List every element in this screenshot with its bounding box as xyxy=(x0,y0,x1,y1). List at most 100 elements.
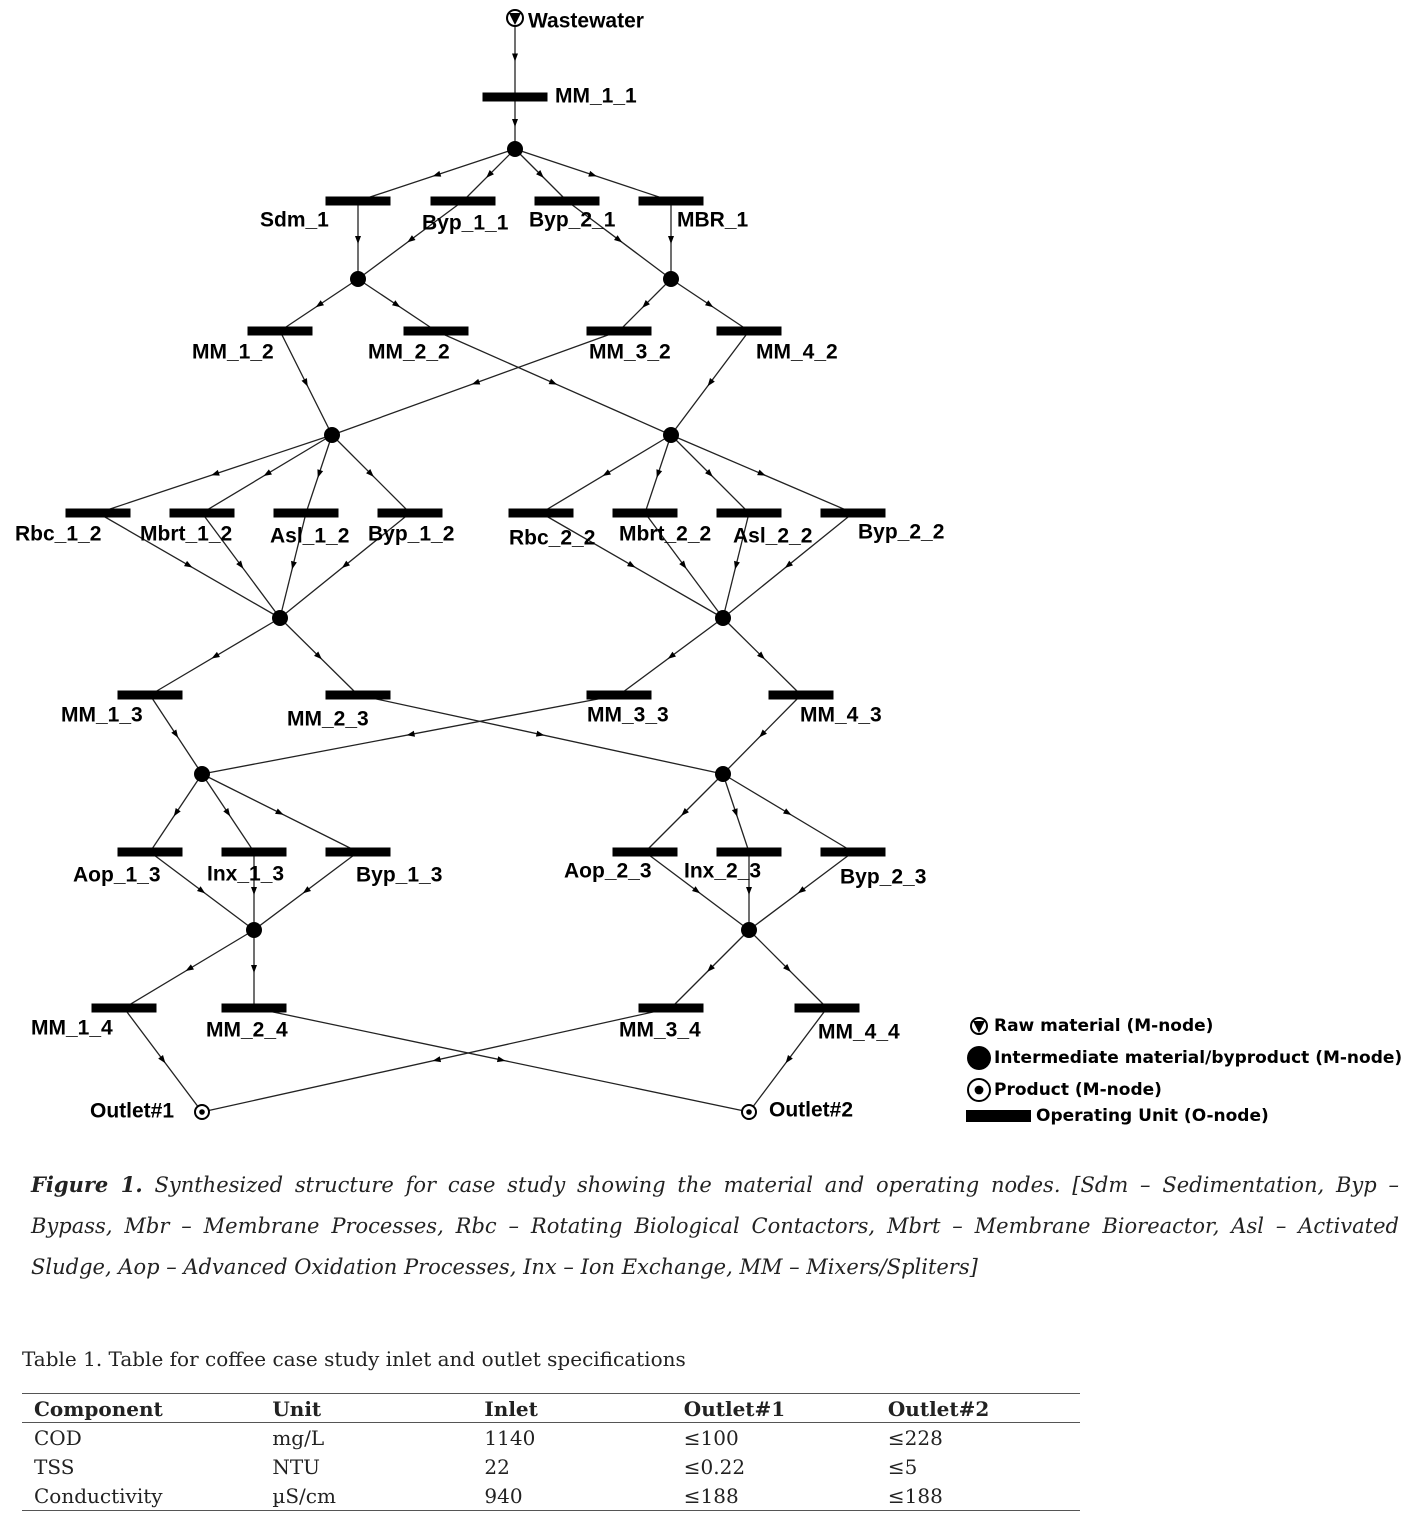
node-label: Mbrt_2_2 xyxy=(619,523,711,546)
arrow xyxy=(291,560,297,570)
arrow xyxy=(705,300,714,308)
node-label: MM_3_4 xyxy=(619,1019,701,1042)
operating-unit xyxy=(768,690,834,700)
arrow xyxy=(315,300,324,308)
arrow xyxy=(668,236,674,244)
arrow xyxy=(746,887,752,895)
arrow xyxy=(211,651,220,659)
node-label: Sdm_1 xyxy=(260,209,329,232)
arrow xyxy=(197,886,206,894)
node-label: MM_1_4 xyxy=(31,1017,113,1040)
node-label: Byp_1_3 xyxy=(356,864,442,887)
table-header-cell: Outlet#2 xyxy=(875,1393,1080,1423)
spec-table: Component Unit Inlet Outlet#1 Outlet#2 COD mg… xyxy=(22,1393,1080,1511)
operating-unit xyxy=(638,1003,704,1013)
table-cell: mg/L xyxy=(272,1425,325,1450)
arrow xyxy=(406,730,415,737)
arrow xyxy=(211,469,220,476)
node-label: MM_1_2 xyxy=(192,341,274,364)
arrow xyxy=(783,808,792,816)
node-label: MM_1_1 xyxy=(555,85,637,108)
node-label: Rbc_2_2 xyxy=(509,527,595,550)
arrow xyxy=(223,808,231,817)
arrow xyxy=(512,53,518,62)
node-label: Mbrt_1_2 xyxy=(140,523,232,546)
operating-unit xyxy=(716,847,782,857)
arrow xyxy=(173,808,181,817)
operating-unit xyxy=(117,847,183,857)
table-header-cell: Unit xyxy=(260,1393,473,1423)
legend-intermediate xyxy=(967,1046,991,1070)
operating-unit xyxy=(820,847,886,857)
caption-text: Synthesized structure for case study sho… xyxy=(31,1173,1399,1279)
arrow xyxy=(667,651,676,659)
arrow xyxy=(366,469,374,477)
arrow xyxy=(432,170,442,177)
node-label: Wastewater xyxy=(528,10,644,33)
table-cell: COD xyxy=(34,1425,82,1450)
arrow xyxy=(707,378,715,387)
operating-unit xyxy=(169,508,235,518)
arrow xyxy=(251,965,257,973)
node-label: Byp_1_1 xyxy=(422,212,509,235)
arrow xyxy=(783,964,791,972)
material-node xyxy=(715,610,731,626)
arrow xyxy=(548,378,558,385)
node-label: MM_2_2 xyxy=(368,341,450,364)
arrow xyxy=(734,560,740,570)
arrow xyxy=(407,235,416,243)
operating-unit xyxy=(247,326,313,336)
arrow xyxy=(679,560,687,569)
node-label: Asl_1_2 xyxy=(270,525,349,548)
product-node-core xyxy=(746,1109,752,1115)
arrow xyxy=(681,808,689,816)
legend-label: Operating Unit (O-node) xyxy=(1036,1106,1269,1126)
arrow xyxy=(251,887,257,895)
operating-unit xyxy=(794,1003,860,1013)
operating-unit xyxy=(325,847,391,857)
material-node xyxy=(663,271,679,287)
operating-unit xyxy=(534,196,600,206)
operating-unit xyxy=(716,326,782,336)
table-header-cell: Component xyxy=(22,1393,261,1423)
table-cell: ≤228 xyxy=(887,1425,943,1450)
node-label: Aop_1_3 xyxy=(73,864,161,887)
arrow xyxy=(263,469,272,477)
material-node xyxy=(324,427,340,443)
node-label: MM_1_3 xyxy=(61,704,143,727)
legend-operating xyxy=(966,1110,1031,1122)
legend-label: Intermediate material/byproduct (M-node) xyxy=(994,1048,1402,1068)
operating-unit xyxy=(508,508,574,518)
legend-label: Raw material (M-node) xyxy=(994,1016,1213,1036)
operating-unit xyxy=(638,196,704,206)
table-cell: TSS xyxy=(34,1454,75,1479)
operating-unit xyxy=(221,1003,287,1013)
arrow xyxy=(692,886,701,894)
arrow xyxy=(184,560,193,568)
node-label: MM_4_2 xyxy=(756,341,838,364)
product-node-core xyxy=(974,1085,984,1095)
arrow xyxy=(656,469,663,478)
node-label: MM_4_3 xyxy=(800,704,882,727)
arrow xyxy=(317,469,324,478)
operating-unit xyxy=(403,326,469,336)
product-node-core xyxy=(199,1109,205,1115)
operating-unit xyxy=(221,847,287,857)
operating-unit xyxy=(430,196,496,206)
table-cell: 940 xyxy=(472,1481,672,1511)
node-label: Byp_1_2 xyxy=(368,523,454,546)
arrow xyxy=(785,1055,793,1064)
material-node xyxy=(507,141,523,157)
operating-unit xyxy=(482,92,548,102)
material-node xyxy=(741,922,757,938)
operating-unit xyxy=(325,690,391,700)
arrow xyxy=(707,964,715,972)
raw-node-mark xyxy=(509,13,521,25)
operating-unit xyxy=(325,196,391,206)
node-label: MM_3_3 xyxy=(587,704,669,727)
node-label: MM_4_4 xyxy=(818,1021,900,1044)
node-label: MM_3_2 xyxy=(589,341,671,364)
node-label: MM_2_3 xyxy=(287,708,369,731)
arrow xyxy=(602,469,611,477)
diagram: Wastewater MM_1_1 Sdm_1 Byp_1_1 Byp_2_1 MBR_1… xyxy=(15,9,1402,1126)
